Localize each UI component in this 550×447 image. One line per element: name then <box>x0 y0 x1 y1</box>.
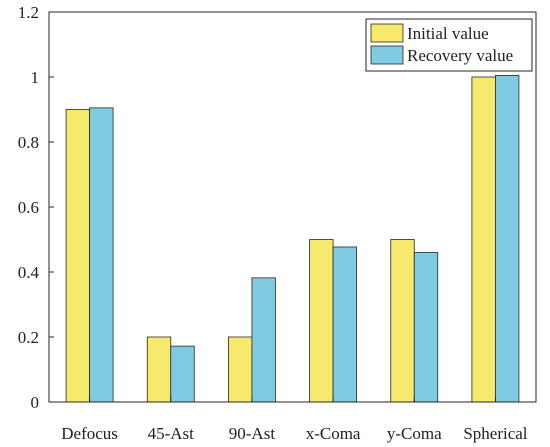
y-tick-label: 0.8 <box>18 133 39 152</box>
x-tick-label: x-Coma <box>306 424 361 443</box>
bar-90-ast-recovery <box>251 277 276 403</box>
x-tick-label: 45-Ast <box>148 424 195 443</box>
bar-defocus-initial <box>65 109 90 403</box>
bar-45-ast-recovery <box>170 345 195 403</box>
y-tick-label: 0.4 <box>18 263 40 282</box>
bar-defocus-recovery <box>89 107 114 403</box>
bar-y-coma-initial <box>390 239 415 403</box>
bar-45-ast-initial <box>146 336 172 403</box>
y-tick-label: 1 <box>31 68 40 87</box>
y-tick-label: 0.2 <box>18 328 39 347</box>
bars-layer <box>65 74 520 403</box>
x-tick-label: 90-Ast <box>229 424 276 443</box>
legend-swatch-recovery <box>370 45 404 65</box>
bar-90-ast-initial <box>228 336 253 403</box>
legend: Initial value Recovery value <box>365 18 533 72</box>
bar-spherical-initial <box>471 76 496 403</box>
bar-spherical-recovery <box>495 74 520 403</box>
legend-label-recovery: Recovery value <box>407 46 513 65</box>
legend-label-initial: Initial value <box>407 24 489 43</box>
bar-x-coma-initial <box>309 239 334 403</box>
bar-y-coma-recovery <box>413 252 439 403</box>
x-tick-label: Spherical <box>463 424 527 443</box>
y-tick-label: 0.6 <box>18 198 39 217</box>
ticks-layer: Defocus 45-Ast 90-Ast x-Coma y-Coma Spherical… <box>18 3 528 443</box>
legend-swatch-initial <box>370 23 404 43</box>
bar-x-coma-recovery <box>332 246 357 403</box>
x-tick-label: Defocus <box>61 424 118 443</box>
x-tick-label: y-Coma <box>387 424 442 443</box>
y-tick-label: 0 <box>31 393 40 412</box>
y-tick-label: 1.2 <box>18 3 39 22</box>
